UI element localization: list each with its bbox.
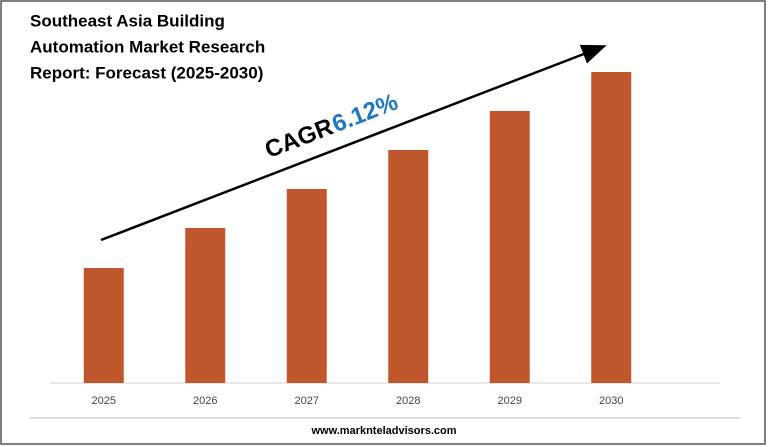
chart-title: Southeast Asia Building <box>30 11 225 30</box>
x-tick-label: 2028 <box>396 395 420 407</box>
chart-title: Automation Market Research <box>30 37 265 56</box>
bar <box>489 111 530 383</box>
chart-title: Report: Forecast (2025-2030) <box>30 63 263 82</box>
x-tick-label: 2030 <box>599 395 623 407</box>
x-tick-label: 2027 <box>295 395 319 407</box>
trend-arrow <box>100 44 607 242</box>
x-tick-label: 2025 <box>92 395 116 407</box>
x-tick-label: 2026 <box>193 395 217 407</box>
bar <box>388 150 429 383</box>
x-tick-label: 2029 <box>498 395 522 407</box>
bar <box>83 268 124 383</box>
bar <box>286 189 327 383</box>
footer: www.marknteladvisors.com <box>310 425 456 437</box>
bar <box>185 228 226 383</box>
bar <box>591 72 632 383</box>
